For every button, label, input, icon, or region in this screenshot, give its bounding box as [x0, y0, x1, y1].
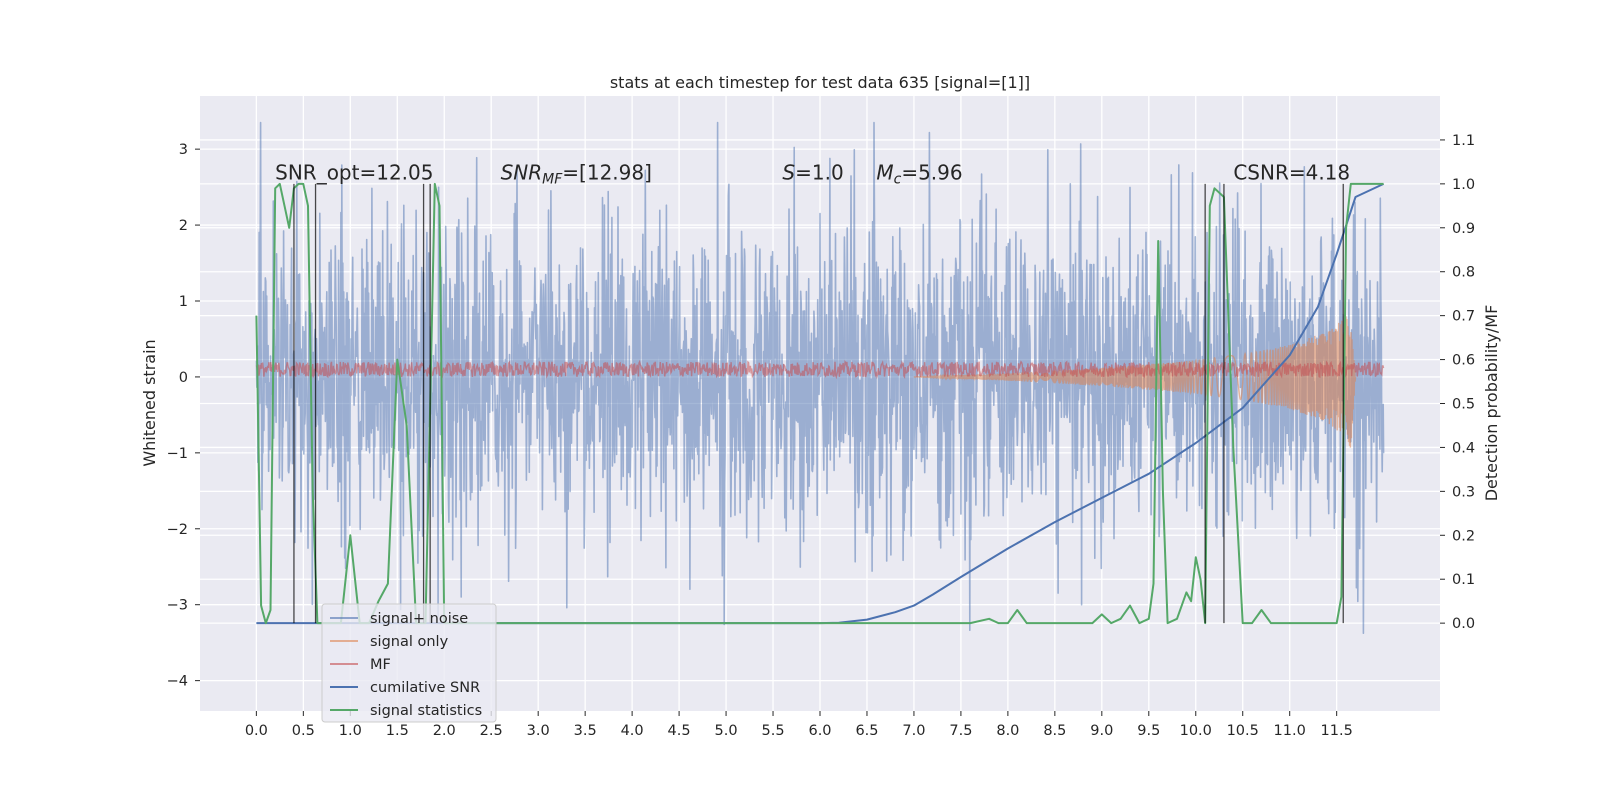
x-tick-label: 8.5 — [1043, 723, 1066, 739]
x-tick-label: 10.5 — [1227, 723, 1259, 739]
y2-tick-label: 0.0 — [1452, 616, 1475, 632]
y-tick-label: −3 — [167, 598, 188, 614]
annotation-2: S=1.0 — [782, 161, 843, 185]
x-tick-label: 9.0 — [1090, 723, 1113, 739]
legend-label-0: signal+ noise — [370, 611, 468, 627]
y-axis-ticks: 3 2 1 0 −1 −2 −3 −4 — [167, 142, 200, 690]
y-tick-label: 3 — [179, 142, 188, 158]
y-tick-label: −2 — [167, 522, 188, 538]
legend-label-1: signal only — [370, 634, 449, 650]
x-tick-label: 7.5 — [949, 723, 972, 739]
legend-box — [321, 603, 497, 723]
y2-tick-label: 0.6 — [1452, 353, 1475, 369]
x-tick-label: 7.0 — [902, 723, 925, 739]
annotation-1: SNRMF=[12.98] — [501, 161, 652, 188]
legend-label-4: signal statistics — [370, 703, 482, 719]
x-tick-label: 11.5 — [1321, 723, 1353, 739]
x-tick-label: 10.0 — [1180, 723, 1212, 739]
x-tick-label: 3.5 — [574, 723, 597, 739]
series-mf — [255, 359, 1385, 380]
chart-marks — [255, 121, 1385, 634]
y2-tick-label: 0.3 — [1452, 484, 1475, 500]
annotation-4: CSNR=4.18 — [1233, 161, 1350, 185]
y2-tick-label: 0.4 — [1452, 440, 1475, 456]
x-tick-label: 4.0 — [621, 723, 644, 739]
x-tick-label: 1.5 — [386, 723, 409, 739]
x-tick-label: 6.5 — [855, 723, 878, 739]
annotation-3: Mc=5.96 — [876, 161, 962, 188]
event-vlines — [293, 183, 1344, 624]
series-signal-noise — [255, 121, 1385, 634]
x-tick-label: 0.5 — [292, 723, 315, 739]
x-tick-label: 3.0 — [527, 723, 550, 739]
x-tick-label: 5.0 — [715, 723, 738, 739]
y2-axis-ticks: 1.1 1.0 0.9 0.8 0.7 0.6 0.5 0.4 0.3 0.2 0.1 0.0 — [1440, 133, 1475, 632]
legend-label-3: cumilative SNR — [370, 680, 480, 696]
annotation-0: SNR_opt=12.05 — [275, 161, 433, 185]
x-tick-label: 2.0 — [433, 723, 456, 739]
y-axis-title: Whitened strain — [140, 339, 159, 466]
y-tick-label: 0 — [179, 370, 188, 386]
y-tick-label: 1 — [179, 294, 188, 310]
y2-tick-label: 1.1 — [1452, 133, 1475, 149]
y2-tick-label: 0.8 — [1452, 265, 1475, 281]
y2-tick-label: 0.9 — [1452, 221, 1475, 237]
y2-tick-label: 0.2 — [1452, 528, 1475, 544]
x-tick-label: 8.0 — [996, 723, 1019, 739]
y2-tick-label: 0.7 — [1452, 309, 1475, 325]
chart-title: stats at each timestep for test data 635… — [610, 73, 1030, 92]
x-axis-ticks: 0.0 0.5 1.0 1.5 2.0 2.5 3.0 3.5 4.0 4.5 5.0 5.5 6.0 6… — [245, 711, 1353, 739]
y2-tick-label: 0.1 — [1452, 572, 1475, 588]
x-tick-label: 11.0 — [1274, 723, 1306, 739]
legend-label-2: MF — [370, 657, 391, 673]
legend: signal+ noise signal only MF cumilative SNR… — [321, 603, 497, 723]
x-tick-label: 9.5 — [1137, 723, 1160, 739]
x-tick-label: 6.0 — [808, 723, 831, 739]
series-signal-statistics — [255, 182, 1384, 625]
x-tick-label: 2.5 — [480, 723, 503, 739]
x-tick-label: 4.5 — [668, 723, 691, 739]
y-tick-label: −4 — [167, 674, 188, 690]
y2-axis-title: Detection probability/MF — [1482, 305, 1501, 502]
x-tick-label: 0.0 — [245, 723, 268, 739]
y-tick-label: −1 — [167, 446, 188, 462]
x-tick-label: 1.0 — [339, 723, 362, 739]
y2-tick-label: 1.0 — [1452, 177, 1475, 193]
y-tick-label: 2 — [179, 218, 188, 234]
y2-tick-label: 0.5 — [1452, 397, 1475, 413]
x-tick-label: 5.5 — [761, 723, 784, 739]
annotations: SNR_opt=12.05 SNRMF=[12.98] S=1.0 Mc=5.96 CS… — [275, 161, 1350, 188]
